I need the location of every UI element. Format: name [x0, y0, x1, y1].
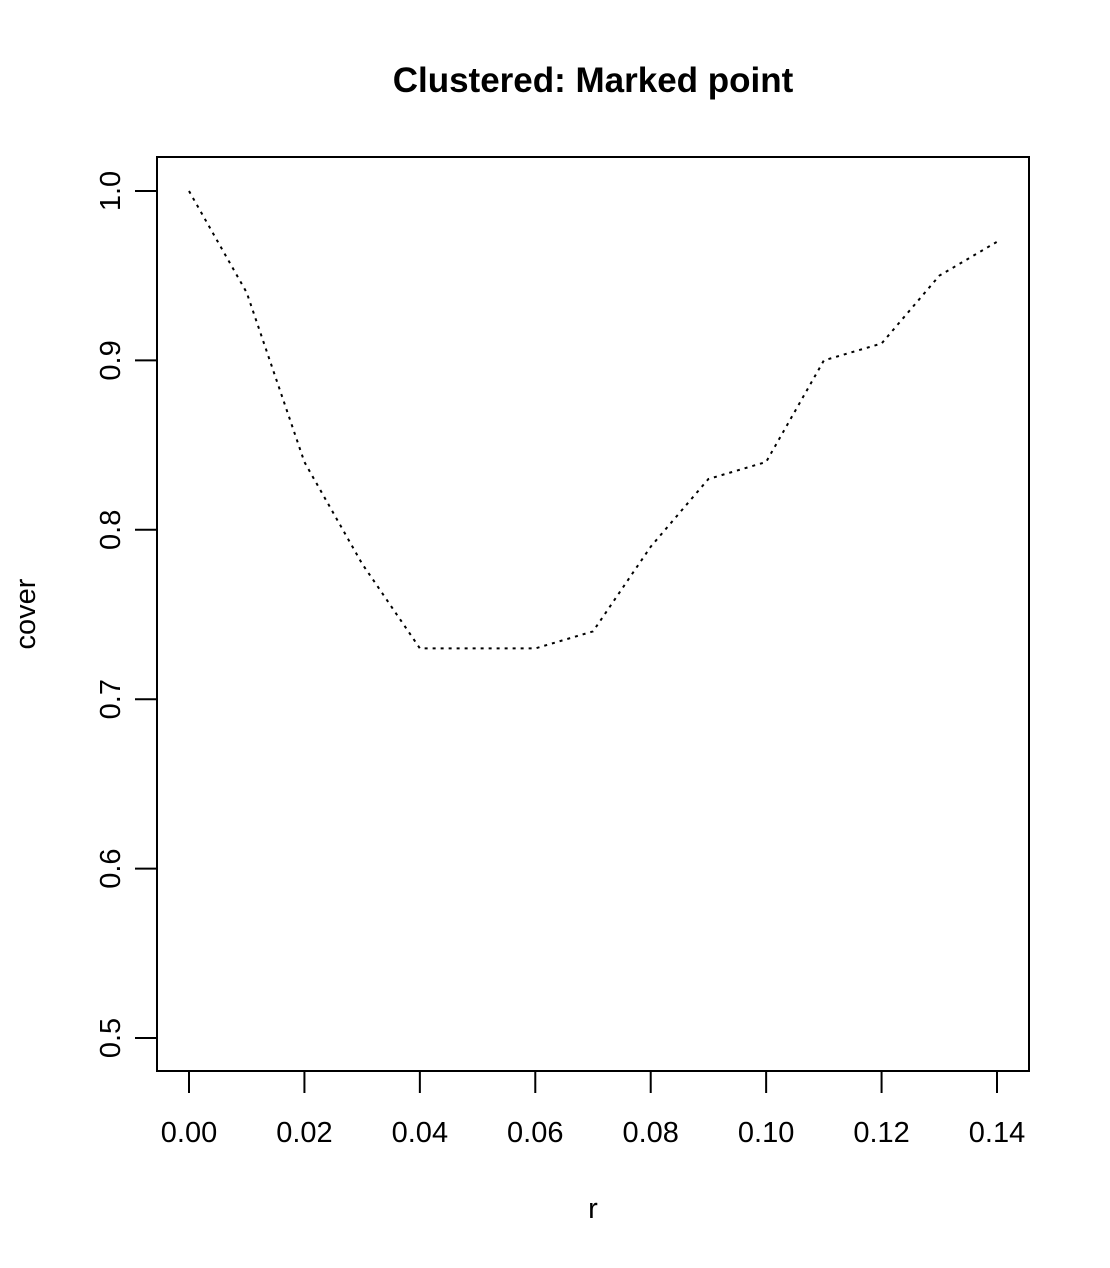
- x-tick-label: 0.10: [738, 1117, 794, 1149]
- x-tick-label: 0.02: [276, 1117, 332, 1149]
- x-tick-label: 0.12: [853, 1117, 909, 1149]
- y-tick-label: 0.8: [95, 510, 127, 550]
- y-tick-label: 1.0: [95, 171, 127, 211]
- x-axis: 0.00 0.02 0.04 0.06 0.08 0.10 0.12 0.14: [161, 1070, 1025, 1149]
- y-tick-label: 0.6: [95, 848, 127, 888]
- x-tick-label: 0.14: [969, 1117, 1025, 1149]
- x-tick-label: 0.00: [161, 1117, 217, 1149]
- x-axis-label: r: [588, 1193, 598, 1225]
- y-tick-label: 0.5: [95, 1018, 127, 1058]
- x-tick-label: 0.06: [507, 1117, 563, 1149]
- chart-title: Clustered: Marked point: [393, 61, 794, 100]
- x-tick-label: 0.04: [392, 1117, 448, 1149]
- y-tick-label: 0.9: [95, 340, 127, 380]
- y-axis-label: cover: [10, 578, 42, 649]
- y-tick-label: 0.7: [95, 679, 127, 719]
- series-line: [188, 190, 998, 650]
- series-layer: [188, 190, 998, 650]
- x-tick-label: 0.08: [622, 1117, 678, 1149]
- y-axis: 0.5 0.6 0.7 0.8 0.9 1.0: [95, 171, 158, 1058]
- plot-frame: [156, 156, 1030, 1072]
